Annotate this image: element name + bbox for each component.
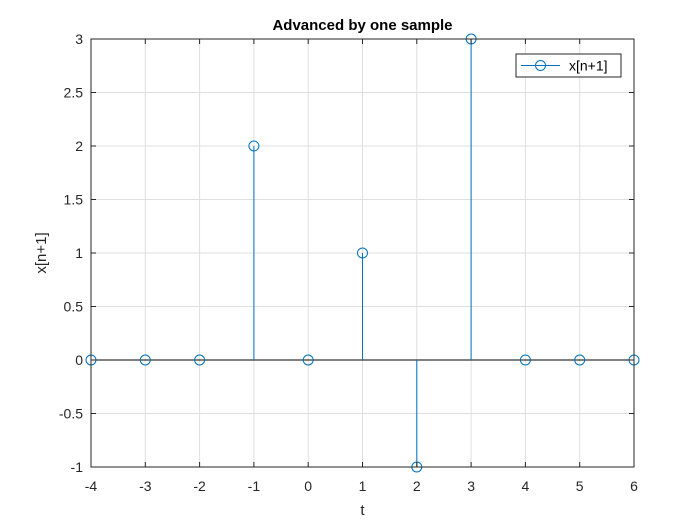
x-tick-label: -4 [85,478,98,494]
y-tick-label: 1.5 [64,192,84,208]
x-tick-label: 3 [467,478,475,494]
y-tick-label: 1 [75,245,83,261]
y-tick-label: 0.5 [64,299,84,315]
y-tick-label: 0 [75,352,83,368]
x-tick-label: 2 [413,478,421,494]
y-tick-label: 2 [75,138,83,154]
x-tick-labels: -4 -3 -2 -1 0 1 2 3 4 5 6 [85,478,638,494]
x-tick-label: 4 [522,478,530,494]
stem-marker [519,354,531,366]
stem-marker [302,354,314,366]
stem-marker [357,247,368,259]
x-tick-label: 6 [630,478,638,494]
chart-title: Advanced by one sample [272,17,452,34]
x-tick-label: 5 [576,478,584,494]
x-tick-label: -2 [193,478,206,494]
x-tick-label: -3 [139,478,152,494]
x-tick-label: 1 [359,478,367,494]
legend[interactable]: x[n+1] [515,53,622,78]
stem-marker [574,354,586,366]
x-tick-label: -1 [248,478,261,494]
y-tick-label: 2.5 [64,85,84,101]
legend-marker-sample [535,60,546,71]
stem-marker [194,354,206,366]
y-tick-label: 3 [75,31,83,47]
legend-entry-label: x[n+1] [569,58,608,74]
stems [253,39,472,467]
axis-ticks [90,38,635,468]
y-tick-labels: -1 -0.5 0 0.5 1 1.5 2 2.5 3 [59,31,83,475]
stem-marker [139,354,151,366]
stem-marker [248,140,260,152]
y-tick-label: -0.5 [59,406,83,422]
x-tick-label: 0 [304,478,312,494]
y-tick-label: -1 [71,459,84,475]
legend-box [515,53,622,78]
y-axis-label: x[n+1] [33,232,50,273]
x-axis-label: t [360,502,365,519]
